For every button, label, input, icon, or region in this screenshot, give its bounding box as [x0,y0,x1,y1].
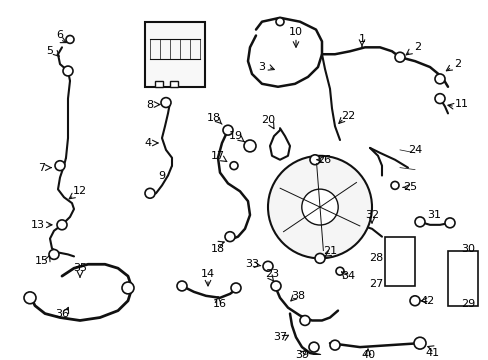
Circle shape [394,52,404,62]
Text: 5: 5 [46,46,53,56]
Bar [155,81,163,87]
Text: 12: 12 [73,186,87,196]
Circle shape [301,189,338,225]
Circle shape [161,98,171,108]
Text: 20: 20 [261,115,274,125]
Circle shape [335,267,343,275]
Circle shape [309,155,319,165]
Circle shape [49,249,59,259]
Text: 10: 10 [288,27,303,37]
Text: 38: 38 [290,291,305,301]
Bar [145,22,204,87]
Text: 40: 40 [360,350,374,360]
Text: 3: 3 [258,62,265,72]
Bar [447,251,477,306]
Text: 7: 7 [39,163,45,173]
Circle shape [66,36,74,44]
Text: 21: 21 [322,247,336,256]
Text: 32: 32 [364,210,378,220]
Text: 13: 13 [31,220,45,230]
Circle shape [224,232,235,242]
Circle shape [63,66,73,76]
Text: 24: 24 [407,145,421,155]
Circle shape [223,125,232,135]
Text: 29: 29 [460,299,474,309]
Text: 22: 22 [340,111,354,121]
Text: 37: 37 [272,332,286,342]
Circle shape [244,140,256,152]
Text: 23: 23 [264,269,279,279]
Circle shape [434,74,444,84]
Text: 8: 8 [146,99,153,109]
Circle shape [229,162,238,170]
Text: 36: 36 [55,309,69,319]
Text: 19: 19 [228,131,243,141]
Text: 2: 2 [414,42,421,52]
Circle shape [267,156,371,258]
Text: 6: 6 [57,30,63,40]
Text: 30: 30 [460,243,474,253]
Text: 35: 35 [73,263,87,273]
Circle shape [409,296,419,306]
Circle shape [275,18,284,26]
Text: 2: 2 [453,59,461,69]
Circle shape [390,181,398,189]
Text: 15: 15 [35,256,49,266]
Text: 28: 28 [368,253,382,264]
Circle shape [55,161,65,171]
Circle shape [413,337,425,349]
Circle shape [314,253,325,263]
Text: 39: 39 [294,350,308,360]
Circle shape [299,316,309,325]
Circle shape [24,292,36,304]
Circle shape [329,340,339,350]
Circle shape [444,218,454,228]
Text: 14: 14 [201,269,215,279]
Circle shape [263,261,272,271]
Bar [170,81,178,87]
Circle shape [434,94,444,104]
Text: 9: 9 [158,171,165,180]
Bar [384,237,414,286]
Circle shape [230,283,241,293]
Text: 33: 33 [244,259,259,269]
Text: 27: 27 [368,279,382,289]
Text: 11: 11 [454,99,468,109]
Circle shape [122,282,134,294]
Text: 42: 42 [420,296,434,306]
Text: 17: 17 [210,151,224,161]
Text: 1: 1 [358,35,365,44]
Text: 26: 26 [316,155,330,165]
Text: 41: 41 [424,348,438,358]
Text: 25: 25 [402,183,416,192]
Circle shape [57,220,67,230]
Text: 16: 16 [213,299,226,309]
Text: 18: 18 [206,113,221,123]
Text: 4: 4 [144,138,151,148]
Text: 31: 31 [426,210,440,220]
Circle shape [270,281,281,291]
Circle shape [145,188,155,198]
Text: 34: 34 [340,271,354,281]
Text: 18: 18 [210,243,224,253]
Circle shape [414,217,424,227]
Circle shape [308,342,318,352]
Circle shape [177,281,186,291]
